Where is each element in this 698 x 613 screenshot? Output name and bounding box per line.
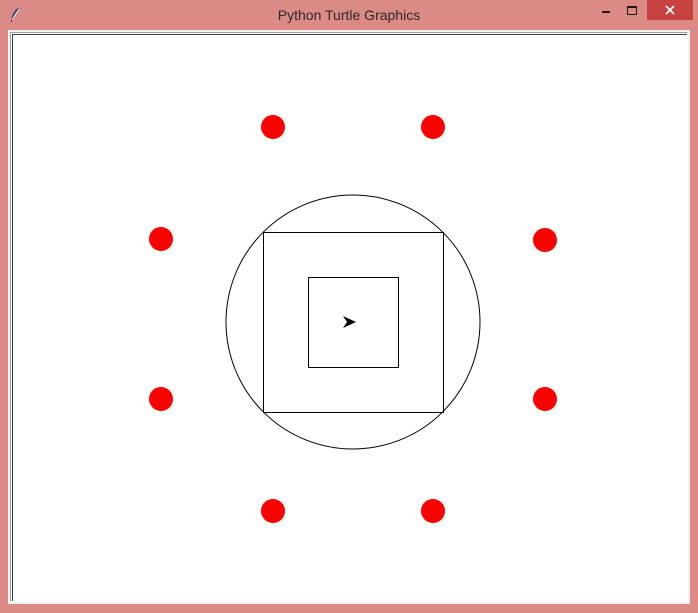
close-button[interactable] [647,0,693,20]
inner-square [308,277,399,368]
red-dot [261,499,285,523]
red-dot [261,115,285,139]
outline-circle [225,194,481,450]
red-dot [421,115,445,139]
feather-icon [11,6,21,22]
window-client-area [8,30,690,604]
canvas-frame [10,32,688,602]
close-icon [665,5,675,15]
turtle-canvas[interactable] [12,34,687,601]
title-bar[interactable]: Python Turtle Graphics [0,0,698,30]
red-dot [533,387,557,411]
window-title: Python Turtle Graphics [277,7,421,23]
red-dot [533,228,557,252]
red-dot [149,387,173,411]
red-dot [421,499,445,523]
maximize-button[interactable] [620,0,644,20]
turtle-arrow-icon [343,316,356,328]
red-dot [149,227,173,251]
turtle-drawing [149,115,557,523]
outer-square [263,232,444,413]
minimize-button[interactable] [594,0,618,20]
